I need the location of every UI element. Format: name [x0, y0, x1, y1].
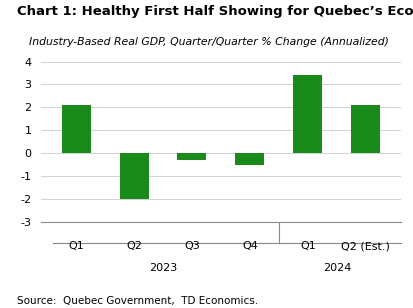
- Bar: [178, 153, 206, 160]
- Bar: [293, 75, 323, 153]
- Text: 2023: 2023: [149, 263, 177, 274]
- Text: Q2: Q2: [126, 241, 142, 251]
- Text: Q3: Q3: [184, 241, 200, 251]
- Text: Source:  Quebec Government,  TD Economics.: Source: Quebec Government, TD Economics.: [17, 297, 258, 306]
- Bar: [235, 153, 264, 164]
- Text: Industry-Based Real GDP, Quarter/Quarter % Change (Annualized): Industry-Based Real GDP, Quarter/Quarter…: [29, 37, 389, 47]
- Text: Q2 (Est.): Q2 (Est.): [342, 241, 390, 251]
- Text: Q1: Q1: [68, 241, 84, 251]
- Bar: [351, 105, 380, 153]
- Text: Q4: Q4: [242, 241, 258, 251]
- Bar: [62, 105, 90, 153]
- Text: Chart 1: Healthy First Half Showing for Quebec’s Economy: Chart 1: Healthy First Half Showing for …: [17, 5, 413, 18]
- Bar: [119, 153, 149, 199]
- Text: 2024: 2024: [323, 263, 351, 274]
- Text: Q1: Q1: [300, 241, 316, 251]
